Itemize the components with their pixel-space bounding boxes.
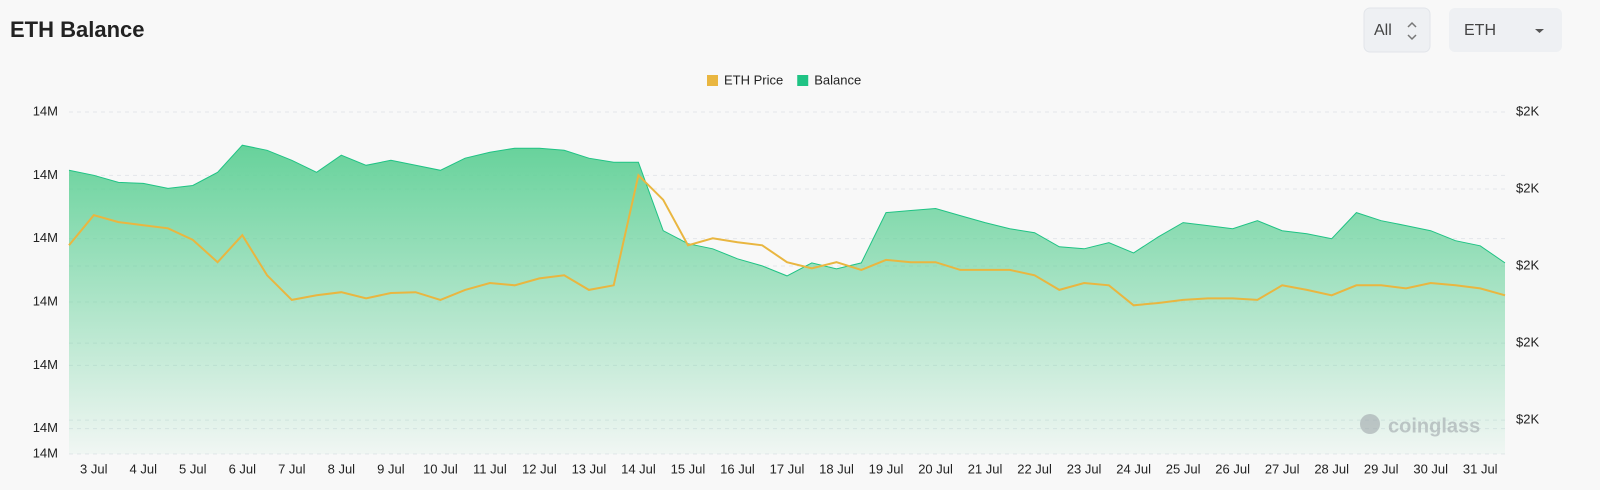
button-label: All: [1374, 22, 1392, 39]
watermark: coinglass: [1360, 414, 1480, 437]
range-button[interactable]: All: [1363, 7, 1431, 53]
x-tick-label: 18 Jul: [819, 461, 854, 476]
x-tick-label: 24 Jul: [1116, 461, 1151, 476]
x-tick-label: 13 Jul: [572, 461, 607, 476]
x-tick-label: 4 Jul: [130, 461, 158, 476]
line: [68, 144, 1506, 277]
x-tick-label: 11 Jul: [473, 461, 507, 476]
x-tick-label: 15 Jul: [671, 461, 706, 476]
x-tick-label: 31 Jul: [1463, 461, 1498, 476]
y-tick-label: 14M: [33, 167, 58, 182]
x-tick-label: 20 Jul: [918, 461, 953, 476]
y-tick-label: 14M: [33, 293, 58, 308]
x-tick-label: 3 Jul: [80, 461, 108, 476]
x-tick-label: 9 Jul: [377, 461, 405, 476]
x-tick-label: 10 Jul: [423, 461, 458, 476]
x-tick-label: 5 Jul: [179, 461, 207, 476]
legend-swatch: [707, 75, 718, 86]
x-tick-label: 12 Jul: [522, 461, 557, 476]
x-tick-label: 30 Jul: [1413, 461, 1448, 476]
y-tick-label: 14M: [33, 445, 58, 460]
x-tick-label: 17 Jul: [770, 461, 805, 476]
y2-tick-label: $2K: [1516, 335, 1539, 350]
x-tick-label: 6 Jul: [229, 461, 257, 476]
y2-tick-label: $2K: [1516, 412, 1539, 427]
y2-tick-label: $2K: [1516, 103, 1539, 118]
select-label: ETH: [1464, 22, 1496, 39]
legend-swatch: [797, 75, 809, 86]
x-tick-label: 25 Jul: [1166, 461, 1201, 476]
x-tick-label: 14 Jul: [621, 461, 656, 476]
chevron-icon: [1407, 21, 1417, 41]
y-tick-label: 14M: [33, 230, 58, 245]
x-tick-label: 7 Jul: [278, 461, 306, 476]
legend-label: Balance: [814, 72, 861, 87]
x-tick-label: 16 Jul: [720, 461, 755, 476]
y-tick-label: 14M: [33, 103, 58, 118]
button-bg: [1363, 7, 1431, 53]
line: [68, 173, 1506, 307]
y2-tick-label: $2K: [1516, 180, 1539, 195]
y-tick-label: 14M: [33, 420, 58, 435]
x-tick-label: 22 Jul: [1017, 461, 1052, 476]
x-tick-label: 23 Jul: [1067, 461, 1102, 476]
x-tick-label: 26 Jul: [1215, 461, 1250, 476]
x-tick-label: 28 Jul: [1314, 461, 1349, 476]
watermark-logo: [1360, 414, 1380, 434]
asset-select[interactable]: ETH: [1449, 8, 1562, 52]
x-tick-label: 29 Jul: [1364, 461, 1399, 476]
area: [69, 145, 1505, 454]
page-title: ETH Balance: [10, 17, 145, 42]
x-tick-label: 19 Jul: [869, 461, 904, 476]
select-bg: [1449, 8, 1562, 52]
watermark-text: coinglass: [1388, 415, 1480, 437]
caret-icon: [1535, 29, 1544, 33]
legend-label: ETH Price: [724, 72, 783, 87]
y2-tick-label: $2K: [1516, 257, 1539, 272]
x-tick-label: 8 Jul: [328, 461, 356, 476]
x-tick-label: 27 Jul: [1265, 461, 1300, 476]
x-tick-label: 21 Jul: [968, 461, 1003, 476]
y-tick-label: 14M: [33, 357, 58, 372]
chart: 14M 14M 14M 14M 14M 14M 14M $2K $2K $2K $2K $2K 3 Ju…: [33, 72, 1540, 476]
